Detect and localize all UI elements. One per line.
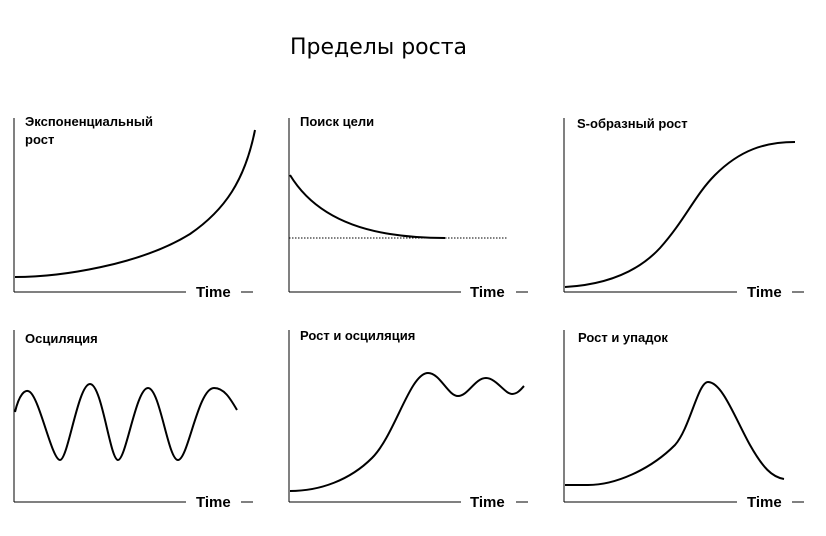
growth-decline-curve (565, 380, 785, 486)
x-axis-label: Time (470, 494, 505, 511)
panel-oscillation: Осциляция Time (13, 330, 253, 511)
panel-s-shaped-growth: S-образный рост Time (563, 116, 804, 301)
panel-title-line-1: Поиск цели (300, 114, 374, 129)
goal-seeking-curve (289, 174, 446, 239)
s-curve (564, 141, 796, 288)
panel-title-line-1: Рост и упадок (578, 330, 668, 345)
x-axis-label: Time (747, 494, 782, 511)
panel-exponential-growth: Экспоненциальный рост Time (13, 114, 256, 301)
x-axis-label: Time (747, 284, 782, 301)
panel-title-line-1: Осциляция (25, 331, 98, 346)
panel-growth-and-oscillation: Рост и осциляция Time (288, 328, 528, 511)
oscillation-curve (14, 382, 238, 462)
panel-goal-seeking: Поиск цели Time (288, 114, 528, 301)
exponential-curve (14, 129, 256, 278)
panel-title-line-1: Рост и осциляция (300, 328, 415, 343)
panel-title-line-1: Экспоненциальный (25, 114, 153, 129)
panel-title-line-1: S-образный рост (577, 116, 688, 131)
growth-oscillation-curve (289, 371, 525, 492)
x-axis-label: Time (470, 284, 505, 301)
panel-title-line-2: рост (25, 132, 54, 147)
x-axis-label: Time (196, 494, 231, 511)
panel-growth-and-decline: Рост и упадок Time (563, 330, 804, 511)
page-title: Пределы роста (290, 35, 467, 60)
x-axis-label: Time (196, 284, 231, 301)
